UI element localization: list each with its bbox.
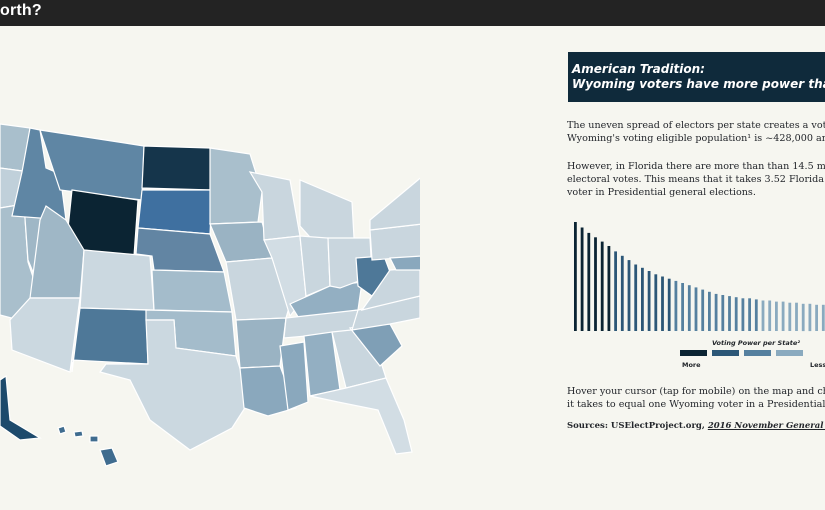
hover-line-2: it takes to equal one Wyoming voter in a… — [567, 399, 825, 410]
chart-bar[interactable] — [808, 303, 812, 332]
sources-link[interactable]: 2016 November General Election Turnout — [707, 421, 825, 431]
state-KS[interactable] — [151, 269, 233, 313]
florida-line-3: voter in Presidential general elections. — [567, 187, 756, 198]
state-AR[interactable] — [235, 317, 287, 369]
chart-bar[interactable] — [587, 232, 591, 331]
chart-bar[interactable] — [687, 285, 691, 331]
intro-paragraph: The uneven spread of electors per state … — [567, 119, 825, 145]
chart-bar[interactable] — [734, 297, 738, 331]
chart-bar[interactable] — [788, 302, 792, 331]
page-title: orth? — [0, 2, 42, 19]
chart-bar[interactable] — [748, 298, 751, 331]
chart-bar[interactable] — [754, 299, 758, 331]
hawaii-island-2[interactable] — [73, 430, 84, 438]
chart-bar[interactable] — [634, 264, 638, 332]
chart-bar[interactable] — [594, 237, 597, 331]
chart-bar[interactable] — [627, 260, 631, 331]
legend: Voting Power per State² More Less — [680, 339, 825, 374]
legend-swatch-2 — [712, 350, 739, 356]
state-IN[interactable] — [299, 235, 331, 297]
hawaii-island-3[interactable] — [89, 435, 99, 443]
us-state-map[interactable] — [0, 110, 420, 470]
chart-bar[interactable] — [761, 300, 765, 332]
chart-bar[interactable] — [600, 241, 604, 331]
chart-bar[interactable] — [815, 304, 818, 331]
sources-label: Sources: USElectProject.org, — [567, 421, 705, 431]
state-LA[interactable] — [239, 365, 297, 417]
state-CO[interactable] — [79, 249, 155, 311]
chart-bar[interactable] — [694, 287, 698, 331]
chart-bar[interactable] — [580, 227, 584, 332]
state-IA[interactable] — [209, 221, 273, 263]
hawaii-island-4[interactable] — [99, 447, 119, 467]
state-MS[interactable] — [279, 341, 309, 411]
chart-bar[interactable] — [667, 278, 671, 331]
banner-line-1: American Tradition: — [572, 62, 705, 76]
florida-paragraph: However, in Florida there are more than … — [567, 160, 825, 199]
state-AK[interactable] — [0, 374, 42, 441]
chart-bar[interactable] — [654, 274, 658, 331]
chart-bar[interactable] — [714, 293, 718, 331]
state-HI[interactable] — [57, 425, 119, 467]
chart-bar[interactable] — [607, 246, 611, 331]
legend-more-label: More — [682, 361, 701, 369]
chart-bar[interactable] — [768, 300, 772, 332]
chart-bar[interactable] — [775, 301, 778, 331]
florida-line-1: However, in Florida there are more than … — [567, 161, 825, 172]
sources: Sources: USElectProject.org, 2016 Novemb… — [567, 420, 825, 433]
state-VA[interactable] — [360, 267, 420, 311]
chart-bar[interactable] — [795, 302, 798, 331]
chart-bar[interactable] — [721, 295, 725, 331]
intro-line-2: Wyoming's voting eligible population¹ is… — [567, 133, 825, 144]
state-FL[interactable] — [309, 377, 413, 455]
legend-title: Voting Power per State² — [712, 339, 801, 347]
hover-line-1: Hover your cursor (tap for mobile) on th… — [567, 386, 825, 397]
chart-bar[interactable] — [620, 255, 624, 331]
florida-line-2: electoral votes. This means that it take… — [567, 174, 825, 185]
chart-bar[interactable] — [641, 267, 644, 331]
state-TX[interactable] — [98, 319, 251, 451]
legend-less-label: Less — [810, 361, 825, 369]
chart-bar[interactable] — [574, 222, 577, 331]
legend-swatch-4 — [776, 350, 803, 356]
top-bar: orth? — [0, 0, 825, 26]
state-MN[interactable] — [209, 147, 263, 225]
state-AZ[interactable] — [9, 297, 81, 373]
chart-bar[interactable] — [708, 291, 711, 331]
state-SD[interactable] — [137, 189, 213, 235]
hover-instructions: Hover your cursor (tap for mobile) on th… — [567, 385, 825, 411]
chart-bar[interactable] — [661, 276, 664, 332]
chart-bar[interactable] — [701, 289, 705, 331]
state-MD[interactable] — [389, 255, 420, 271]
chart-bar[interactable] — [741, 298, 745, 331]
state-NY[interactable] — [369, 170, 420, 231]
voting-power-bar-chart[interactable] — [568, 220, 825, 335]
chart-bar[interactable] — [674, 280, 678, 331]
state-ID[interactable] — [11, 127, 67, 221]
hawaii-island-1[interactable] — [57, 425, 67, 435]
chart-bar[interactable] — [801, 303, 805, 332]
chart-bar[interactable] — [781, 301, 785, 331]
chart-bar[interactable] — [728, 296, 731, 331]
chart-bar[interactable] — [614, 251, 617, 331]
chart-bar[interactable] — [821, 304, 825, 331]
state-ND[interactable] — [141, 145, 213, 191]
chart-bar[interactable] — [681, 283, 684, 331]
tradition-banner: American Tradition: Wyoming voters have … — [568, 52, 825, 102]
intro-line-1: The uneven spread of electors per state … — [567, 120, 825, 131]
chart-bar[interactable] — [647, 271, 651, 331]
state-NM[interactable] — [71, 307, 149, 373]
banner-line-2: Wyoming voters have more power than yo — [572, 77, 825, 91]
legend-swatch-1 — [680, 350, 707, 356]
legend-swatch-3 — [744, 350, 771, 356]
